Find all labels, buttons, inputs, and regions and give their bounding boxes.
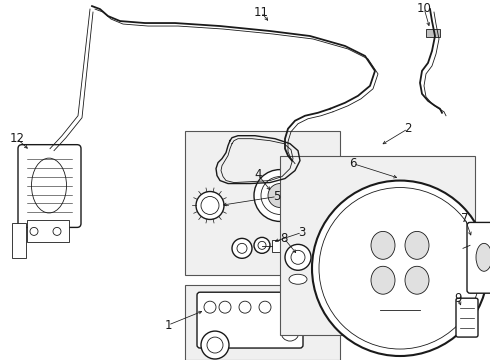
- Ellipse shape: [31, 158, 67, 213]
- Circle shape: [268, 184, 292, 207]
- Bar: [280, 156, 475, 335]
- Circle shape: [295, 311, 309, 325]
- FancyBboxPatch shape: [197, 292, 303, 348]
- Ellipse shape: [405, 231, 429, 259]
- Text: 9: 9: [454, 292, 462, 305]
- Text: 4: 4: [254, 168, 262, 181]
- Bar: [185, 285, 340, 360]
- Text: 3: 3: [298, 226, 306, 239]
- Bar: [185, 131, 340, 275]
- Circle shape: [319, 188, 481, 349]
- FancyBboxPatch shape: [456, 298, 478, 337]
- Text: 8: 8: [280, 232, 288, 245]
- Text: 5: 5: [273, 190, 281, 203]
- Circle shape: [254, 237, 270, 253]
- Text: 1: 1: [164, 319, 172, 332]
- FancyBboxPatch shape: [467, 222, 490, 293]
- Ellipse shape: [289, 274, 307, 284]
- FancyBboxPatch shape: [18, 145, 81, 228]
- Circle shape: [232, 238, 252, 258]
- Ellipse shape: [476, 243, 490, 271]
- Circle shape: [196, 192, 224, 220]
- Circle shape: [219, 301, 231, 313]
- Circle shape: [254, 170, 306, 221]
- Circle shape: [239, 301, 251, 313]
- Circle shape: [259, 301, 271, 313]
- Text: 7: 7: [461, 212, 469, 225]
- Text: 12: 12: [9, 132, 24, 145]
- Text: 11: 11: [253, 5, 269, 19]
- Ellipse shape: [405, 266, 429, 294]
- Circle shape: [282, 297, 298, 313]
- Text: 6: 6: [349, 157, 357, 170]
- Text: 2: 2: [404, 122, 412, 135]
- Bar: [272, 240, 290, 252]
- Bar: [426, 29, 440, 37]
- Bar: [27, 220, 69, 242]
- Circle shape: [291, 250, 305, 264]
- Ellipse shape: [371, 231, 395, 259]
- Circle shape: [53, 228, 61, 235]
- Circle shape: [201, 331, 229, 359]
- Text: 10: 10: [416, 1, 431, 15]
- Circle shape: [204, 301, 216, 313]
- Circle shape: [30, 228, 38, 235]
- Circle shape: [258, 241, 266, 249]
- Circle shape: [312, 181, 488, 356]
- Circle shape: [261, 176, 299, 215]
- Circle shape: [237, 243, 247, 253]
- Circle shape: [285, 244, 311, 270]
- Circle shape: [201, 197, 219, 215]
- Bar: [12, 224, 26, 258]
- Ellipse shape: [371, 266, 395, 294]
- Circle shape: [281, 323, 299, 341]
- Circle shape: [207, 337, 223, 353]
